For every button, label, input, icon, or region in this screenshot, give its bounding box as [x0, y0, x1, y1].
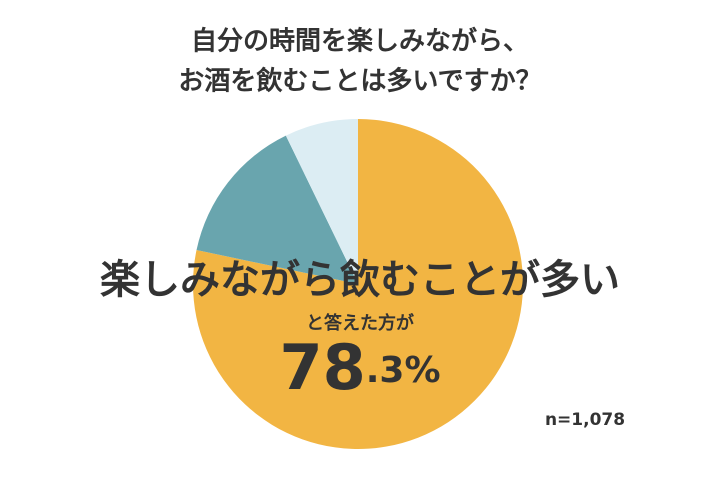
subline: と答えた方が: [306, 312, 414, 334]
pie-slice: [196, 135, 358, 284]
sample-size: n=1,078: [545, 410, 625, 430]
headline: 楽しみながら飲むことが多い: [100, 257, 620, 303]
chart-title: 自分の時間を楽しみながら、: [191, 26, 529, 57]
chart-title: お酒を飲むことは多いですか？: [178, 66, 541, 97]
value-label: 78.3%: [279, 331, 440, 404]
pie-slice: [193, 119, 523, 449]
pie: [193, 119, 523, 449]
pie-slice: [285, 119, 358, 284]
